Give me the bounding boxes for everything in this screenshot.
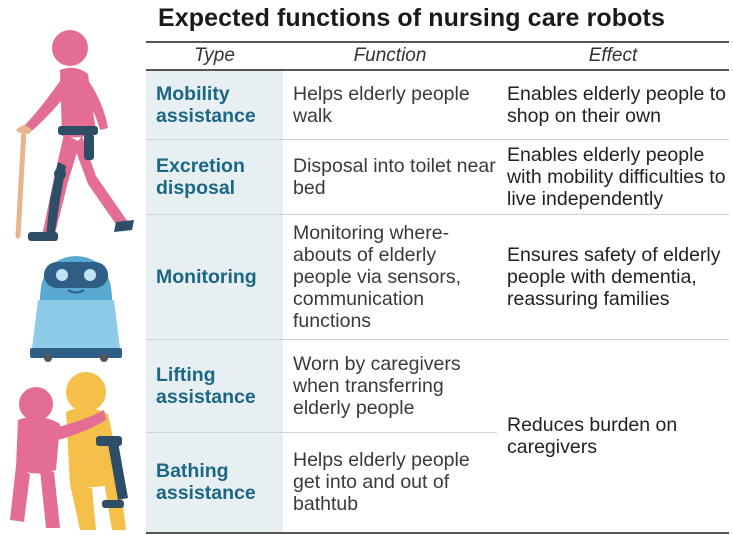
function-cell: Monitoring where-abouts of elderly peopl… xyxy=(283,214,497,340)
function-cell: Helps elderly people get into and out of… xyxy=(283,432,497,534)
chart-title: Expected functions of nursing care robot… xyxy=(158,4,665,32)
type-cell: Monitoring xyxy=(146,214,283,340)
effect-cell-merged: Reduces burden on caregivers xyxy=(497,339,729,534)
header-function: Function xyxy=(283,41,497,71)
effect-cell: Enables elderly people to shop on their … xyxy=(497,70,729,140)
illustrations xyxy=(10,30,134,530)
walking-assist-figure-icon xyxy=(15,30,134,241)
type-cell: Mobility assistance xyxy=(146,70,283,140)
function-cell: Helps elderly people walk xyxy=(283,70,497,140)
function-cell: Disposal into toilet near bed xyxy=(283,139,497,215)
table-row: Lifting assistance Worn by caregivers wh… xyxy=(146,339,729,534)
table-row: Excretion disposal Disposal into toilet … xyxy=(146,139,729,215)
type-cell: Excretion disposal xyxy=(146,139,283,215)
table-row: Monitoring Monitoring where-abouts of el… xyxy=(146,214,729,340)
effect-cell: Enables elderly people with mobility dif… xyxy=(497,139,729,215)
header-type: Type xyxy=(146,41,283,71)
lifting-assist-figure-icon xyxy=(10,372,128,530)
type-cell: Bathing assistance xyxy=(146,432,283,534)
monitoring-robot-icon xyxy=(30,256,122,362)
function-cell: Worn by caregivers when transferring eld… xyxy=(283,339,497,433)
functions-table: Type Function Effect Mobility assistance… xyxy=(146,41,729,534)
table-row: Mobility assistance Helps elderly people… xyxy=(146,70,729,140)
header-effect: Effect xyxy=(497,41,729,71)
effect-cell: Ensures safety of elderly people with de… xyxy=(497,214,729,340)
table-row: Bathing assistance Helps elderly people … xyxy=(146,432,729,534)
type-cell: Lifting assistance xyxy=(146,339,283,433)
